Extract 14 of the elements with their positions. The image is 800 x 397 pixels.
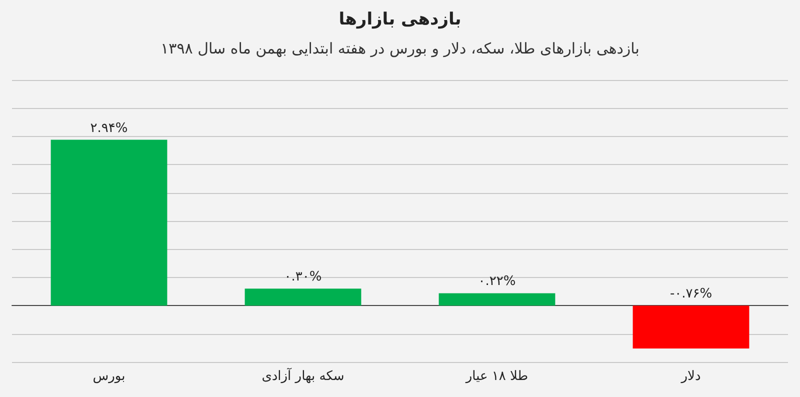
bar [632,306,750,348]
chart-title: بازدهی بازارها [338,10,462,30]
chart-subtitle: بازدهی بازارهای طلا، سکه، دلار و بورس در هفته ابتدایی بهمن ماه سال ۱۳۹۸ [160,40,640,58]
x-tick-label: بورس [92,369,126,384]
data-label: ۲.۹۴% [90,120,128,136]
data-label: -۰.۷۶% [670,286,712,302]
bar [244,288,362,306]
bar [438,293,556,306]
x-tick-label: سکه بهار آزادی [262,367,344,384]
bar [50,140,168,306]
data-label: ۰.۲۲% [478,274,516,290]
data-label: ۰.۳۰% [284,270,322,285]
x-tick-label: طلا ۱۸ عیار [464,369,528,384]
x-tick-label: دلار [680,369,701,384]
